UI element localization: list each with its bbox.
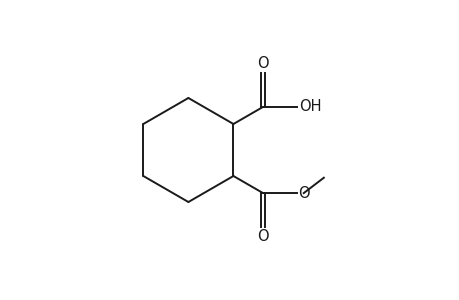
Text: OH: OH <box>298 99 320 114</box>
Text: O: O <box>257 229 268 244</box>
Text: O: O <box>257 56 268 71</box>
Text: O: O <box>297 186 309 201</box>
